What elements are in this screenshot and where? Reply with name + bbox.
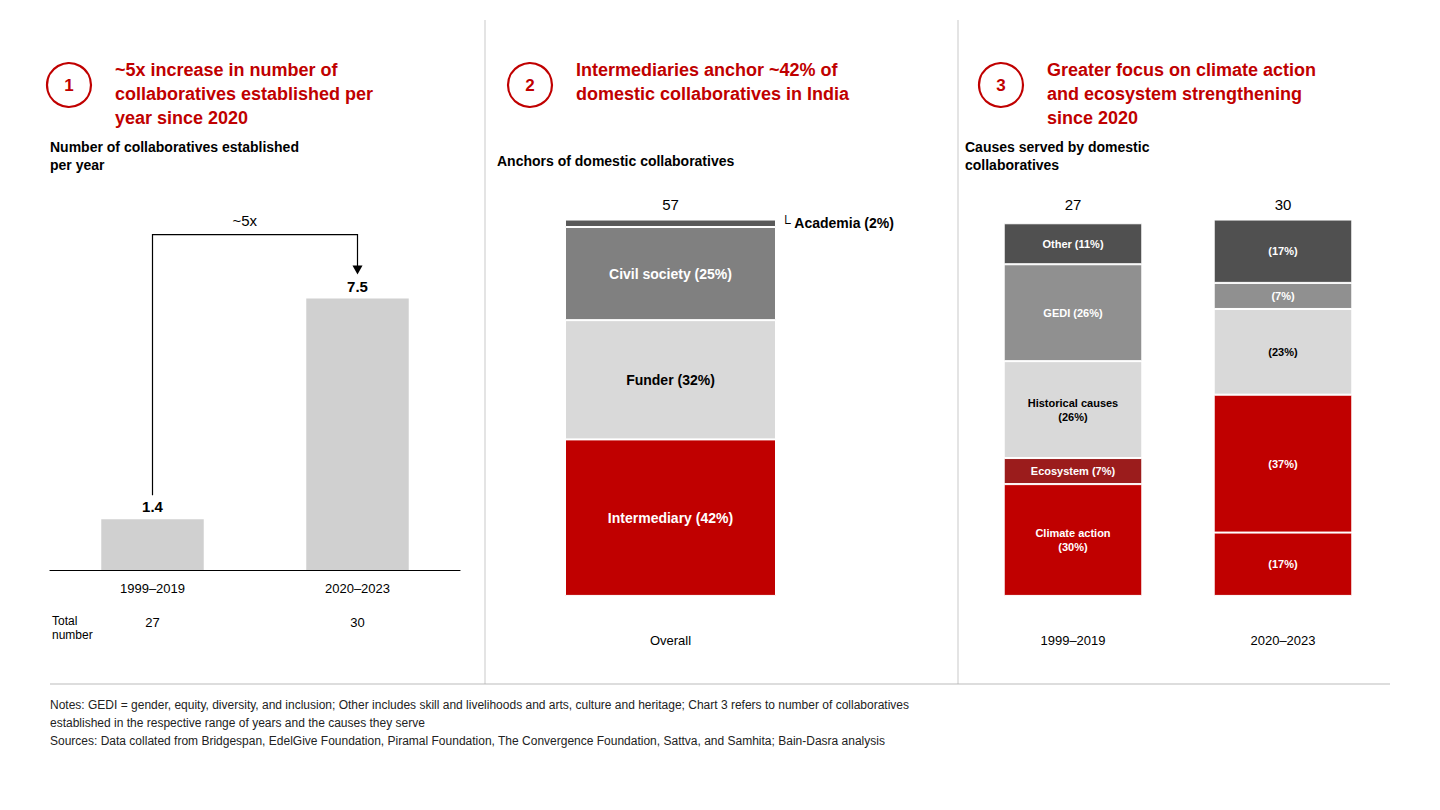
svg-text:Overall: Overall — [650, 633, 691, 648]
svg-text:Number of collaboratives estab: Number of collaboratives established — [50, 139, 299, 155]
svg-text:since 2020: since 2020 — [1047, 108, 1138, 128]
svg-text:Notes: GEDI = gender, equity,: Notes: GEDI = gender, equity, diversity,… — [50, 698, 909, 712]
svg-text:27: 27 — [145, 615, 159, 630]
svg-text:Intermediary (42%): Intermediary (42%) — [608, 510, 733, 526]
svg-text:Ecosystem (7%): Ecosystem (7%) — [1031, 465, 1116, 477]
svg-text:└ Academia (2%): └ Academia (2%) — [781, 215, 894, 231]
svg-text:and ecosystem strengthening: and ecosystem strengthening — [1047, 84, 1302, 104]
svg-text:3: 3 — [996, 76, 1005, 95]
svg-text:~5x increase in number of: ~5x increase in number of — [115, 60, 339, 80]
svg-text:Civil society (25%): Civil society (25%) — [609, 266, 732, 282]
svg-text:7.5: 7.5 — [347, 278, 368, 295]
svg-text:number: number — [52, 628, 93, 642]
svg-text:Funder (32%): Funder (32%) — [626, 372, 715, 388]
svg-text:~5x: ~5x — [232, 212, 257, 229]
svg-text:1999–2019: 1999–2019 — [1040, 633, 1105, 648]
svg-text:1.4: 1.4 — [142, 498, 164, 515]
svg-text:(7%): (7%) — [1271, 290, 1295, 302]
svg-text:Sources: Data collated from Br: Sources: Data collated from Bridgespan, … — [50, 734, 885, 748]
svg-text:GEDI (26%): GEDI (26%) — [1043, 307, 1103, 319]
svg-text:(23%): (23%) — [1268, 346, 1298, 358]
svg-text:year since 2020: year since 2020 — [115, 108, 248, 128]
svg-text:(37%): (37%) — [1268, 458, 1298, 470]
svg-text:2020–2023: 2020–2023 — [1250, 633, 1315, 648]
svg-text:Total: Total — [52, 614, 77, 628]
svg-text:(30%): (30%) — [1058, 541, 1088, 553]
svg-text:Climate action: Climate action — [1035, 527, 1110, 539]
svg-text:57: 57 — [662, 196, 679, 213]
svg-text:Greater focus on climate actio: Greater focus on climate action — [1047, 60, 1316, 80]
svg-text:established in the respective: established in the respective range of y… — [50, 716, 425, 730]
svg-text:30: 30 — [350, 615, 364, 630]
svg-text:27: 27 — [1065, 196, 1082, 213]
svg-text:domestic collaboratives in Ind: domestic collaboratives in India — [576, 84, 850, 104]
svg-text:2: 2 — [525, 76, 534, 95]
svg-text:30: 30 — [1275, 196, 1292, 213]
svg-text:(26%): (26%) — [1058, 411, 1088, 423]
svg-text:Anchors of domestic collaborat: Anchors of domestic collaboratives — [497, 153, 734, 169]
svg-text:Intermediaries anchor ~42% of: Intermediaries anchor ~42% of — [576, 60, 839, 80]
svg-text:1999–2019: 1999–2019 — [120, 581, 185, 596]
svg-text:collaboratives established per: collaboratives established per — [115, 84, 373, 104]
svg-text:(17%): (17%) — [1268, 558, 1298, 570]
svg-text:Causes served by domestic: Causes served by domestic — [965, 139, 1150, 155]
svg-text:Other (11%): Other (11%) — [1042, 238, 1103, 250]
svg-text:1: 1 — [64, 76, 73, 95]
svg-text:Historical causes: Historical causes — [1028, 397, 1119, 409]
svg-text:per year: per year — [50, 157, 105, 173]
svg-text:collaboratives: collaboratives — [965, 157, 1059, 173]
svg-text:2020–2023: 2020–2023 — [325, 581, 390, 596]
svg-text:(17%): (17%) — [1268, 245, 1298, 257]
